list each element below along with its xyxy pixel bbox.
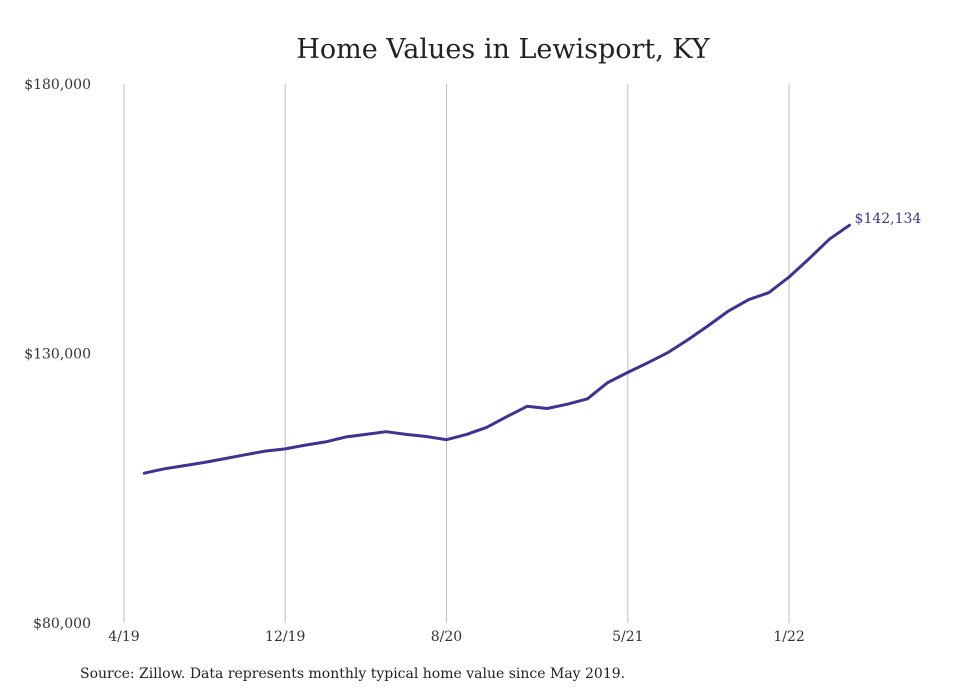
- x-tick-label: 5/21: [612, 629, 643, 645]
- x-tick-label: 1/22: [773, 629, 804, 645]
- end-value-label: $142,134: [855, 211, 922, 227]
- y-axis: $80,000 $130,000 $180,000: [24, 77, 91, 632]
- y-tick-label: $130,000: [24, 347, 91, 363]
- x-tick-label: 8/20: [431, 629, 462, 645]
- y-tick-label: $80,000: [33, 616, 91, 632]
- y-tick-label: $180,000: [24, 77, 91, 93]
- source-note: Source: Zillow. Data represents monthly …: [80, 666, 626, 682]
- x-tick-label: 4/19: [108, 629, 139, 645]
- chart-title: Home Values in Lewisport, KY: [296, 34, 711, 65]
- x-axis: 4/19 12/19 8/20 5/21 1/22: [108, 629, 805, 645]
- x-tick-label: 12/19: [265, 629, 305, 645]
- gridlines: [123, 84, 790, 623]
- series-line: [142, 223, 851, 475]
